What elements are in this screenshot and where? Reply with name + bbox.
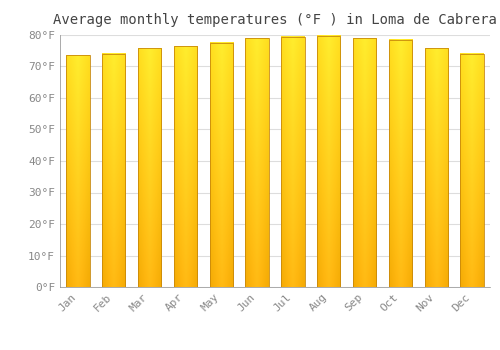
Bar <box>389 40 412 287</box>
Bar <box>138 48 161 287</box>
Bar <box>174 46 197 287</box>
Bar <box>460 54 483 287</box>
Bar <box>353 38 376 287</box>
Bar <box>282 36 304 287</box>
Title: Average monthly temperatures (°F ) in Loma de Cabrera: Average monthly temperatures (°F ) in Lo… <box>53 13 497 27</box>
Bar <box>210 43 233 287</box>
Bar <box>246 38 268 287</box>
Bar <box>102 54 126 287</box>
Bar <box>66 55 90 287</box>
Bar <box>424 48 448 287</box>
Bar <box>317 36 340 287</box>
